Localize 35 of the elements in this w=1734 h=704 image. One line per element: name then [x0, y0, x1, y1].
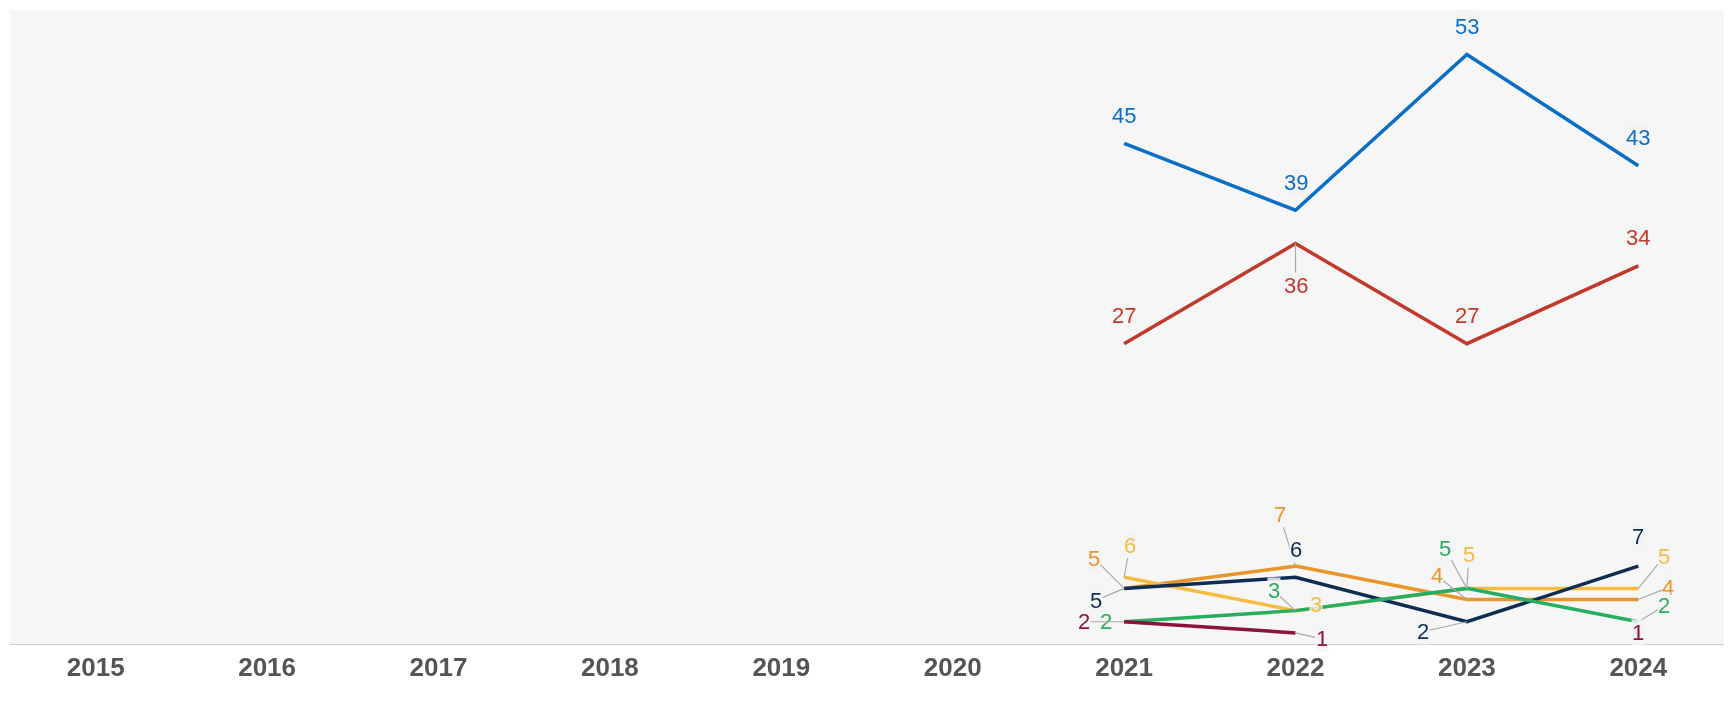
x-tick-label: 2018: [580, 652, 639, 683]
x-tick-label: 2022: [1266, 652, 1325, 683]
data-label: 5: [1658, 544, 1671, 569]
data-label: 43: [1626, 125, 1651, 150]
data-label: 3: [1268, 578, 1281, 603]
data-label: 2: [1100, 609, 1113, 634]
data-label: 7: [1274, 502, 1287, 527]
x-tick-label: 2023: [1437, 652, 1496, 683]
data-label: 5: [1439, 536, 1452, 561]
data-label: 27: [1112, 303, 1137, 328]
data-label: 36: [1284, 273, 1309, 298]
data-label: 5: [1090, 588, 1103, 613]
data-label: 5: [1463, 542, 1476, 567]
data-label: 34: [1626, 225, 1651, 250]
x-tick-label: 2015: [66, 652, 125, 683]
data-label: 3: [1310, 592, 1323, 617]
data-label: 4: [1431, 563, 1444, 588]
data-label: 7: [1632, 524, 1645, 549]
x-tick-label: 2017: [409, 652, 468, 683]
data-label: 5: [1088, 546, 1101, 571]
x-tick-label: 2019: [752, 652, 811, 683]
data-label: 53: [1455, 14, 1480, 39]
data-label: 27: [1455, 303, 1480, 328]
data-label: 6: [1124, 533, 1137, 558]
x-tick-label: 2020: [923, 652, 982, 683]
data-label: 39: [1284, 170, 1309, 195]
x-tick-label: 2016: [238, 652, 297, 683]
data-label: 45: [1112, 103, 1137, 128]
data-label: 2: [1658, 593, 1671, 618]
data-label: 2: [1078, 609, 1091, 634]
data-label: 6: [1290, 537, 1303, 562]
x-tick-label: 2021: [1095, 652, 1154, 683]
data-label: 1: [1316, 626, 1329, 651]
data-label: 2: [1417, 619, 1430, 644]
x-tick-label: 2024: [1609, 652, 1668, 683]
